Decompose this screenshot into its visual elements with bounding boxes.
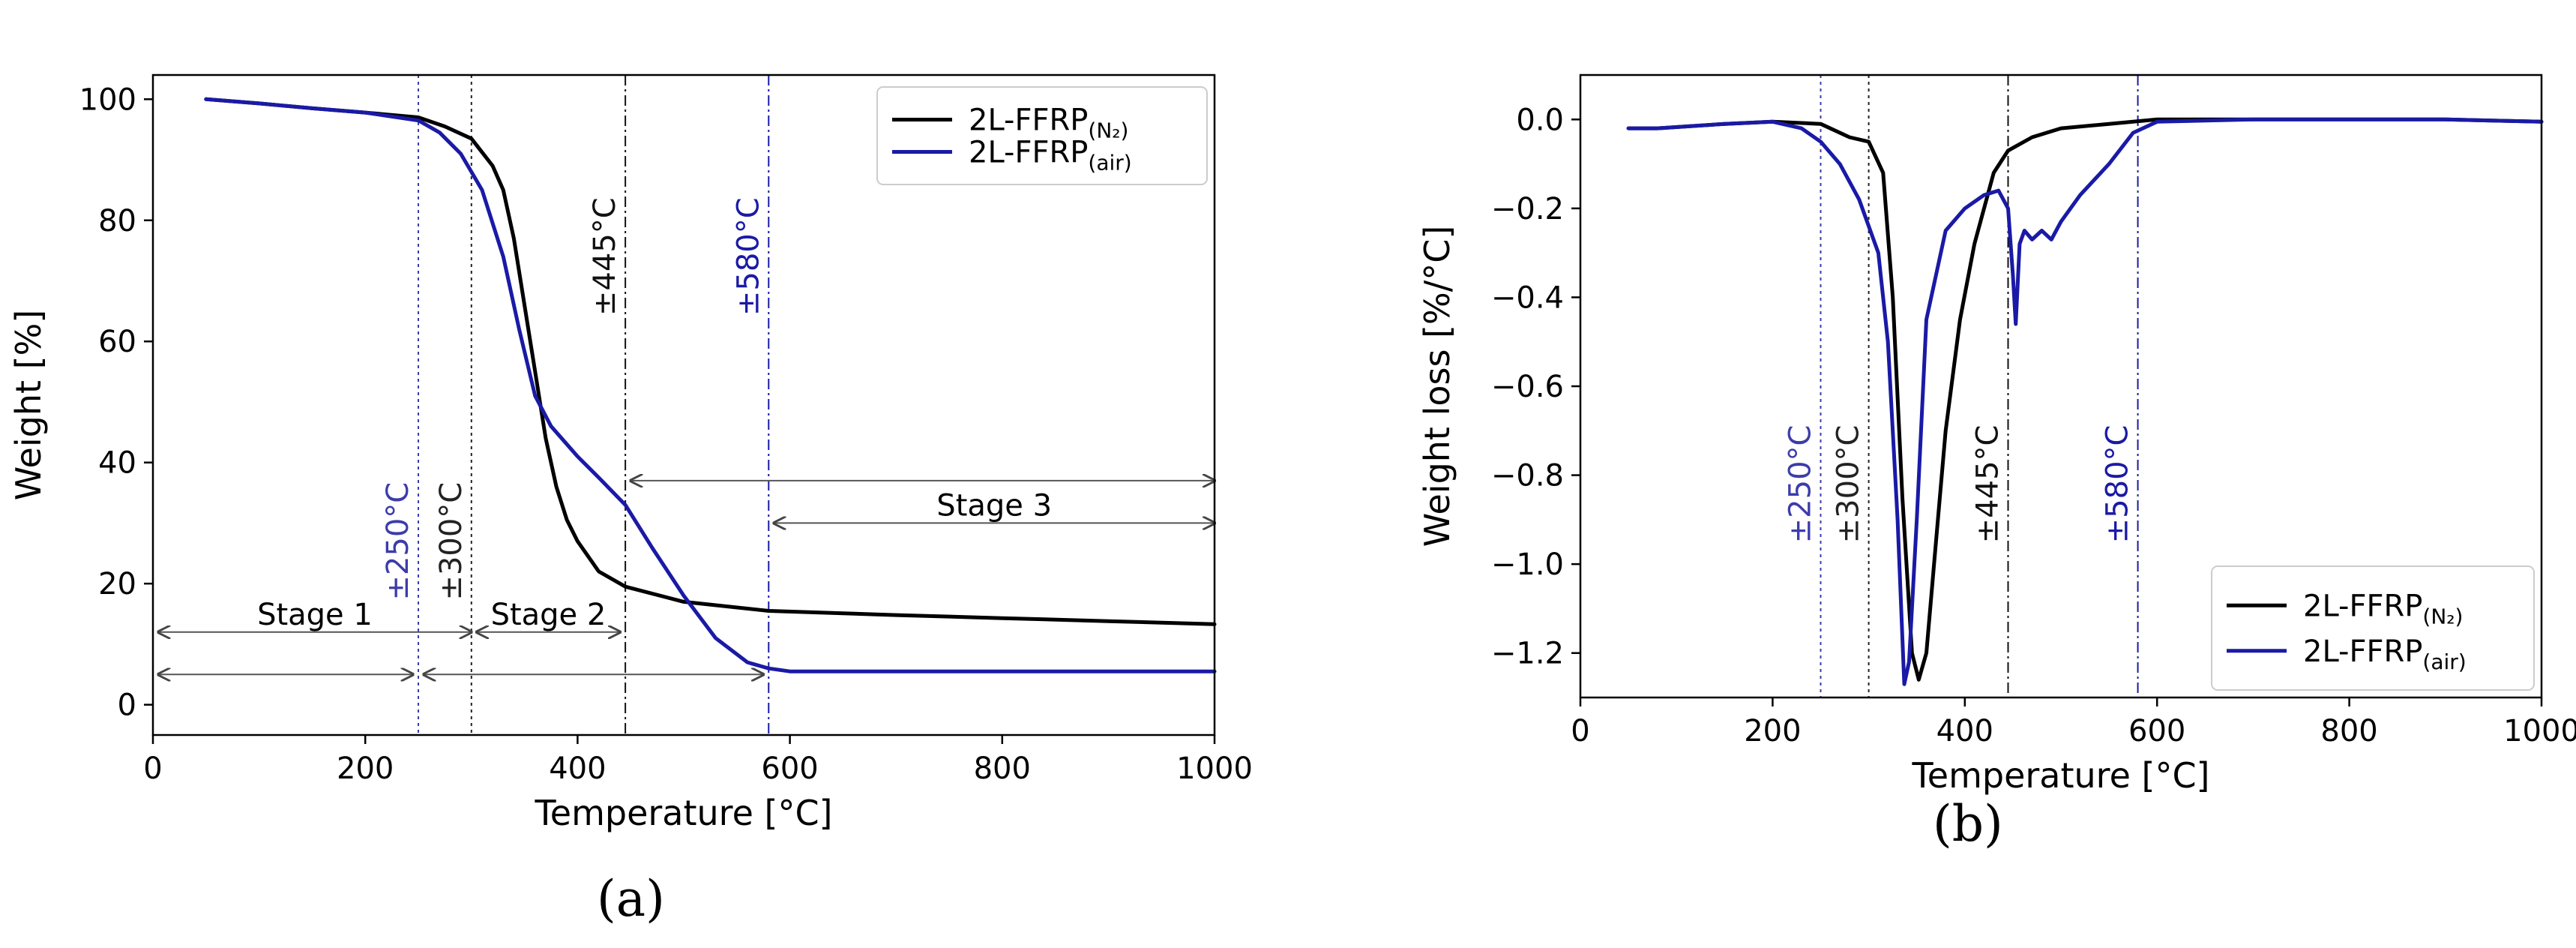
x-tick-label: 400: [1936, 714, 1993, 748]
reference-line-label: ±445°C: [1970, 425, 2005, 544]
y-tick-label: 40: [98, 446, 136, 481]
y-tick-label: −0.6: [1491, 370, 1564, 404]
reference-line-label: ±445°C: [588, 197, 622, 316]
reference-line-label: ±300°C: [1832, 425, 1866, 544]
x-tick-label: 600: [761, 752, 818, 786]
x-tick-label: 400: [549, 752, 606, 786]
x-tick-label: 200: [1744, 714, 1801, 748]
reference-line-label: ±580°C: [731, 197, 765, 316]
y-tick-label: −1.0: [1491, 548, 1564, 582]
reference-line-label: ±250°C: [1784, 425, 1818, 544]
plot-frame: [151, 74, 1216, 736]
legend: 2L-FFRP(N₂)2L-FFRP(air): [876, 86, 1208, 185]
reference-line-label: ±250°C: [381, 482, 415, 601]
x-axis-label: Temperature [°C]: [1911, 755, 2209, 796]
x-tick-label: 800: [974, 752, 1031, 786]
x-axis-label: Temperature [°C]: [534, 793, 832, 833]
panel-label-a: (a): [597, 870, 665, 928]
y-tick-label: 0: [118, 688, 136, 723]
x-tick-label: 800: [2320, 714, 2377, 748]
y-tick-label: −0.4: [1491, 280, 1564, 315]
y-tick-label: 80: [98, 204, 136, 238]
data-series-line: [1626, 117, 2544, 686]
dtg-chart-panel: ±250°C ±300°C ±445°C ±580°C 0 200 400 600 800 100…: [1417, 74, 2576, 796]
data-series-line: [1626, 117, 2544, 682]
y-tick-label: 0.0: [1516, 103, 1564, 137]
tga-chart-panel: ±250°C ±300°C ±445°C ±580°C Stage 1 Stage 2 St…: [8, 74, 1253, 833]
legend-box: [2211, 566, 2535, 691]
legend-box: [876, 86, 1208, 185]
x-tick-label: 600: [2128, 714, 2185, 748]
y-axis-label: Weight loss [%/°C]: [1417, 226, 1457, 548]
stage-label: Stage 2: [491, 598, 607, 632]
y-tick-label: 100: [79, 82, 136, 117]
x-tick-label: 200: [337, 752, 394, 786]
y-tick-label: −1.2: [1491, 637, 1564, 671]
x-tick-label: 1000: [2503, 714, 2576, 748]
x-tick-label: 0: [1571, 714, 1589, 748]
stage-label: Stage 1: [257, 598, 373, 632]
x-tick-label: 1000: [1176, 752, 1253, 786]
y-tick-label: −0.8: [1491, 459, 1564, 494]
y-tick-label: 20: [98, 567, 136, 602]
y-tick-label: 60: [98, 325, 136, 359]
x-tick-label: 0: [143, 752, 162, 786]
y-axis-label: Weight [%]: [8, 310, 49, 500]
legend: 2L-FFRP(N₂)2L-FFRP(air): [2211, 566, 2535, 691]
y-tick-label: −0.2: [1491, 192, 1564, 226]
stage-label: Stage 3: [936, 488, 1052, 523]
reference-line-label: ±580°C: [2101, 425, 2135, 544]
panel-label-b: (b): [1933, 795, 2003, 853]
reference-line-label: ±300°C: [434, 482, 469, 601]
data-series-line: [204, 97, 1217, 674]
